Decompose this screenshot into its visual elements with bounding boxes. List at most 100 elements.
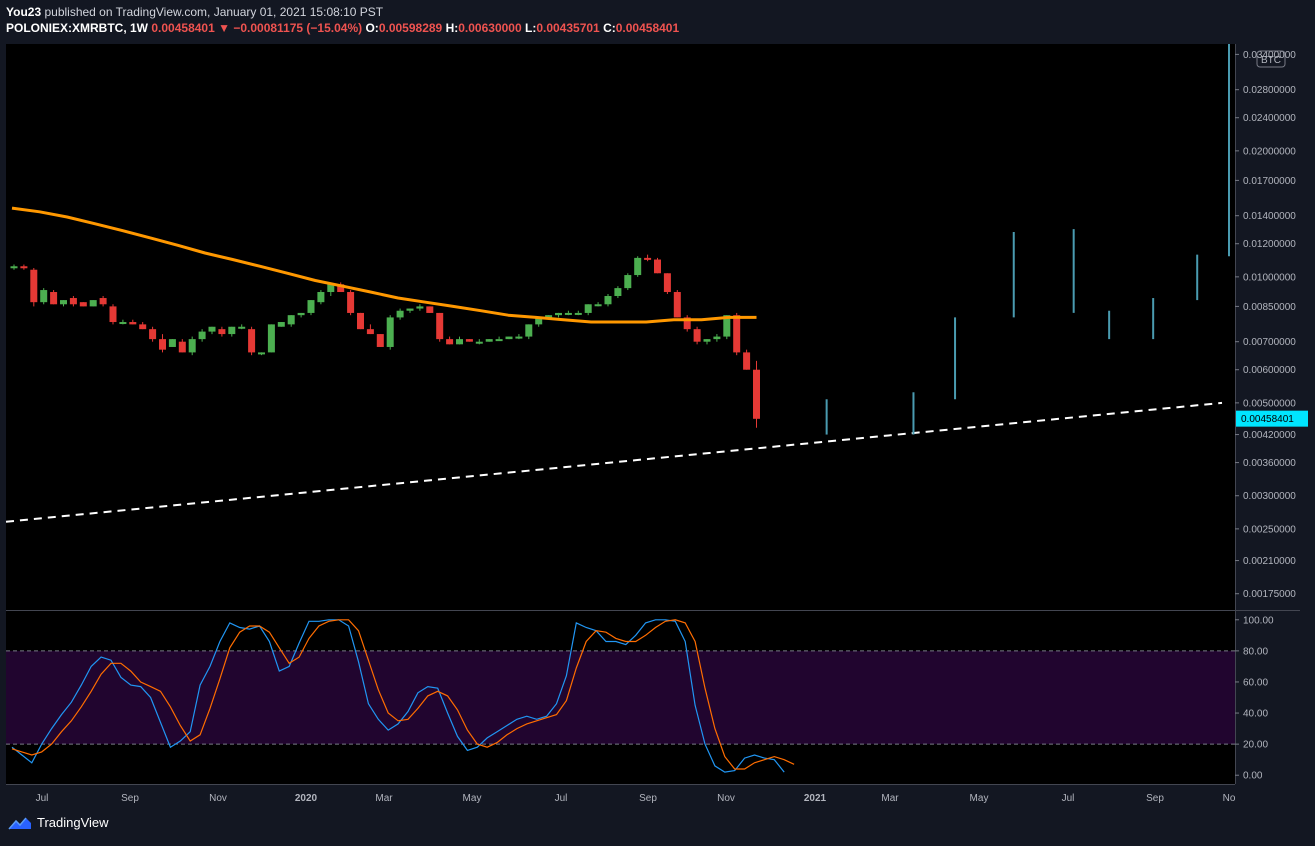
stoch-axis[interactable]: 100.00 80.00 60.00 40.00 20.00 0.00	[1235, 615, 1274, 782]
author-name[interactable]: You23	[6, 5, 42, 19]
candle	[69, 296, 77, 307]
candle-body	[673, 292, 681, 318]
candle	[515, 334, 523, 340]
price-tick-label: 0.01200000	[1243, 239, 1296, 250]
candle-body	[228, 326, 236, 335]
candle-body	[703, 339, 711, 342]
candle-body	[198, 331, 206, 340]
price-tick-label: 0.01400000	[1243, 211, 1296, 222]
candle-body	[277, 322, 285, 327]
candle	[673, 290, 681, 318]
candle	[248, 326, 256, 356]
currency-badge[interactable]: BTC	[1256, 50, 1286, 68]
ohlc-legend: POLONIEX:XMRBTC, 1W 0.00458401 ▼ −0.0008…	[6, 20, 679, 36]
candle-body	[159, 339, 166, 350]
time-tick-label: May	[463, 793, 482, 804]
candle	[267, 324, 275, 353]
candle-body	[604, 296, 612, 305]
candle-body	[79, 302, 87, 307]
price-tick-label: 0.01700000	[1243, 176, 1296, 187]
low-value: 0.00435701	[536, 21, 600, 35]
stoch-k-line	[11, 619, 785, 773]
candle	[376, 334, 384, 347]
price-tick-label: 0.00175000	[1243, 589, 1296, 600]
candle-body	[436, 312, 444, 340]
time-tick-label: 2021	[804, 793, 827, 804]
price-axis[interactable]: 0.03400000 0.02800000 0.02400000 0.02000000…	[1235, 50, 1296, 600]
candle-body	[753, 369, 760, 419]
candle	[604, 294, 612, 307]
price-tick-label: 0.02800000	[1243, 85, 1296, 96]
candle-body	[713, 336, 721, 340]
candle-body	[327, 284, 335, 293]
price-tick-label: 0.02000000	[1243, 146, 1296, 157]
candle-body	[614, 288, 622, 297]
candle	[485, 339, 493, 342]
close-label: C:	[603, 21, 616, 35]
candle-body	[733, 315, 741, 353]
time-tick-label: Mar	[375, 793, 393, 804]
candle-body	[69, 298, 77, 305]
candle-body	[267, 324, 275, 353]
candle-body	[456, 339, 463, 345]
candle-body	[347, 292, 355, 313]
candle	[50, 290, 58, 305]
candle-body	[594, 304, 602, 307]
candle-body	[129, 322, 137, 325]
candle	[644, 254, 652, 262]
price-pane[interactable]	[6, 44, 1235, 610]
candle	[327, 284, 335, 297]
tradingview-brand[interactable]: TradingView	[8, 815, 109, 830]
candle	[594, 302, 602, 307]
candle	[465, 339, 473, 342]
time-tick-label: Sep	[639, 793, 657, 804]
candle-body	[406, 308, 414, 311]
chart-canvas[interactable]: 0.03400000 0.02800000 0.02400000 0.02000000…	[0, 0, 1315, 812]
price-tick-label: 0.00210000	[1243, 556, 1296, 567]
symbol-label[interactable]: POLONIEX:XMRBTC, 1W	[6, 21, 149, 35]
candle	[188, 336, 196, 356]
candle	[703, 339, 711, 345]
candle	[159, 334, 166, 353]
candle-body	[337, 284, 345, 293]
candle	[10, 264, 18, 270]
candle	[525, 324, 533, 340]
candle	[396, 308, 404, 320]
candle	[693, 326, 701, 345]
time-axis[interactable]: Jul Sep Nov 2020 Mar May Jul Sep Nov 2021 Mar May Ju…	[36, 793, 1236, 804]
candle-body	[654, 259, 661, 274]
candle	[743, 349, 751, 370]
time-tick-label: Sep	[121, 793, 139, 804]
price-tick-label: 0.00420000	[1243, 430, 1296, 441]
candle	[178, 339, 186, 353]
candle-body	[10, 266, 18, 269]
time-tick-label: Nov	[717, 793, 735, 804]
high-value: 0.00630000	[458, 21, 522, 35]
chart-header: You23 published on TradingView.com, Janu…	[6, 4, 679, 36]
candle-body	[743, 352, 751, 370]
candle	[238, 324, 246, 330]
candle-body	[149, 329, 157, 340]
candle	[277, 322, 285, 327]
candle	[475, 339, 483, 345]
stoch-tick-label: 20.00	[1243, 740, 1268, 751]
brand-text: TradingView	[37, 815, 109, 830]
candle	[574, 310, 582, 316]
candle-body	[238, 326, 246, 329]
candle	[30, 267, 38, 307]
candle	[139, 322, 147, 330]
moving-average-line[interactable]	[11, 206, 757, 324]
high-label: H:	[445, 21, 459, 35]
candle-body	[287, 315, 295, 325]
time-tick-label: Mar	[881, 793, 899, 804]
candle-body	[218, 329, 226, 335]
candle-body	[624, 275, 632, 289]
candle	[89, 300, 97, 307]
candles	[10, 254, 760, 428]
candle	[60, 300, 67, 307]
support-trendline[interactable]	[5, 401, 1223, 523]
candle	[406, 308, 414, 313]
close-value: 0.00458401	[615, 21, 680, 35]
candle	[287, 315, 295, 327]
candle	[149, 326, 157, 342]
